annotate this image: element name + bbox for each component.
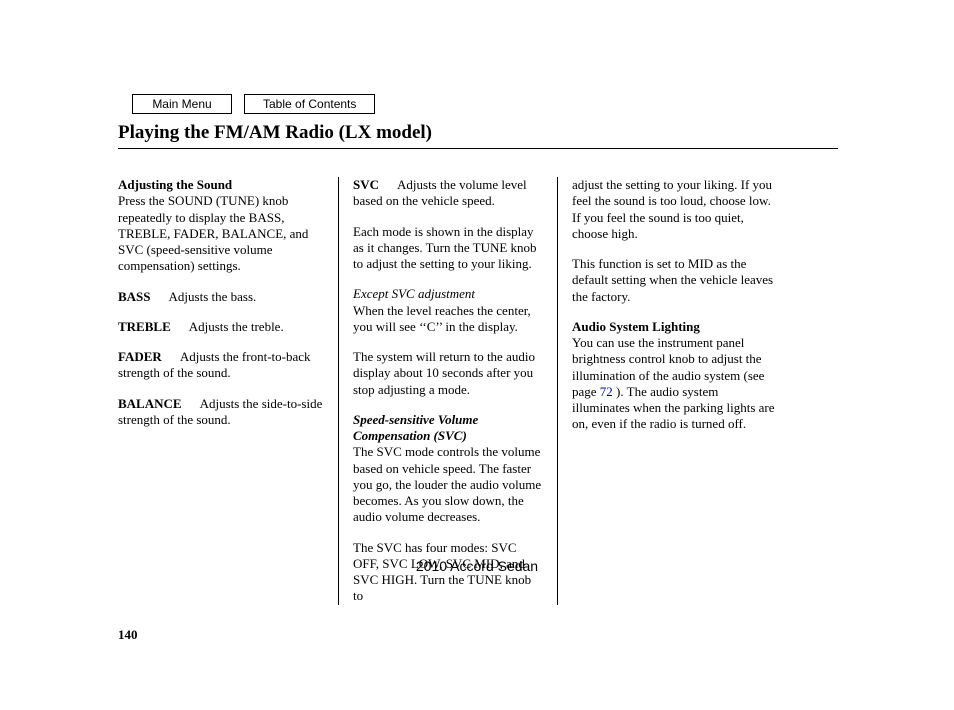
term-treble: TREBLE xyxy=(118,319,171,334)
term-svc: SVC xyxy=(353,177,379,192)
term-balance: BALANCE xyxy=(118,396,182,411)
body-text: Each mode is shown in the display as it … xyxy=(353,224,543,273)
content-columns: Adjusting the Sound Press the SOUND (TUN… xyxy=(118,177,838,605)
body-text: The system will return to the audio disp… xyxy=(353,349,543,398)
definition-bass: BASS Adjusts the bass. xyxy=(118,289,324,305)
toc-button[interactable]: Table of Contents xyxy=(244,94,375,114)
heading-adjusting-sound: Adjusting the Sound xyxy=(118,177,232,192)
body-text: The SVC mode controls the volume based o… xyxy=(353,444,541,524)
heading-svc: Speed-sensitive Volume Compensation (SVC… xyxy=(353,412,478,443)
page-title: Playing the FM/AM Radio (LX model) xyxy=(118,122,838,149)
note-block: Except SVC adjustment When the level rea… xyxy=(353,286,543,335)
section-adjusting-sound: Adjusting the Sound Press the SOUND (TUN… xyxy=(118,177,324,275)
desc-svc: Adjusts the volume level based on the ve… xyxy=(353,177,527,208)
column-2: SVCAdjusts the volume level based on the… xyxy=(338,177,558,605)
column-1: Adjusting the Sound Press the SOUND (TUN… xyxy=(118,177,338,605)
main-menu-button[interactable]: Main Menu xyxy=(132,94,232,114)
note-except-svc: Except SVC adjustment xyxy=(353,286,475,301)
page-number: 140 xyxy=(118,627,838,643)
body-text: This function is set to MID as the defau… xyxy=(572,256,778,305)
body-text: adjust the setting to your liking. If yo… xyxy=(572,177,778,242)
desc-bass: Adjusts the bass. xyxy=(169,289,257,304)
section-audio-lighting: Audio System Lighting You can use the in… xyxy=(572,319,778,433)
definition-svc: SVCAdjusts the volume level based on the… xyxy=(353,177,543,210)
term-bass: BASS xyxy=(118,289,151,304)
body-text: Press the SOUND (TUNE) knob repeatedly t… xyxy=(118,193,308,273)
nav-buttons: Main Menu Table of Contents xyxy=(132,94,838,114)
body-text: When the level reaches the center, you w… xyxy=(353,303,531,334)
page-link-72[interactable]: 72 xyxy=(600,384,613,399)
definition-balance: BALANCEAdjusts the side-to-side strength… xyxy=(118,396,324,429)
section-svc: Speed-sensitive Volume Compensation (SVC… xyxy=(353,412,543,526)
footer-model: 2010 Accord Sedan xyxy=(0,558,954,574)
column-3: adjust the setting to your liking. If yo… xyxy=(558,177,778,605)
desc-treble: Adjusts the treble. xyxy=(189,319,284,334)
definition-fader: FADERAdjusts the front-to-back strength … xyxy=(118,349,324,382)
definition-treble: TREBLE Adjusts the treble. xyxy=(118,319,324,335)
term-fader: FADER xyxy=(118,349,162,364)
heading-audio-lighting: Audio System Lighting xyxy=(572,319,700,334)
